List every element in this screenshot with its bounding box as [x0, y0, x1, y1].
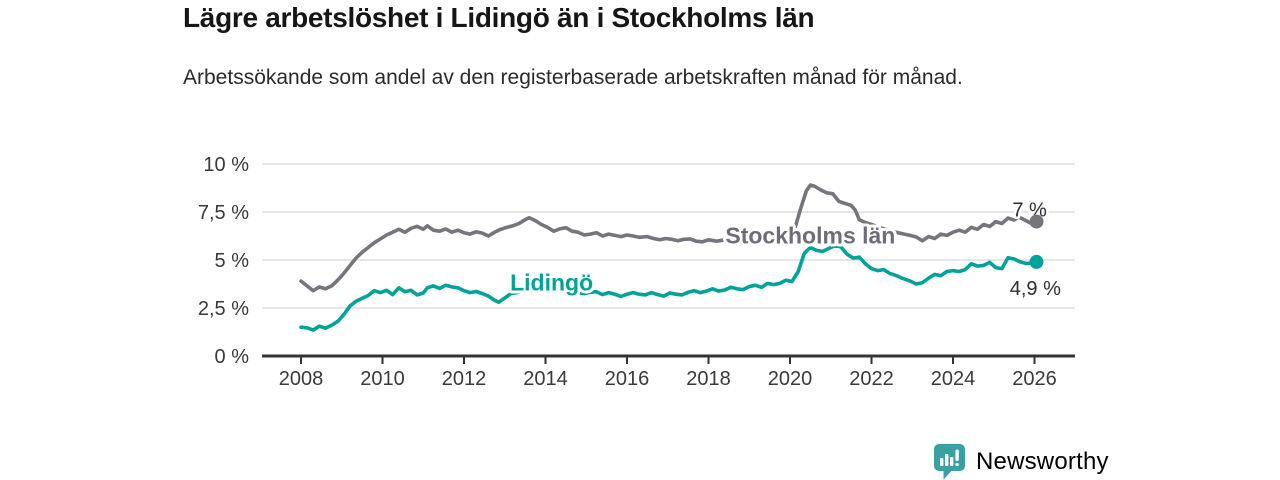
newsworthy-logo-icon	[934, 444, 965, 480]
series-line-stockholms-lan	[299, 183, 1039, 293]
newsworthy-brand: Newsworthy	[932, 443, 1109, 480]
newsworthy-wordmark: Newsworthy	[976, 447, 1109, 475]
bar-1	[940, 458, 944, 466]
end-dot-stockholms-lan	[1029, 214, 1044, 229]
line-chart: 0 % 2,5 % 5 % 7,5 % 10 % 2008 2010 2012 2014 2016…	[198, 154, 1075, 390]
x-tick-label: 2018	[686, 368, 731, 390]
end-value-label-lidingo: 4,9 %	[1010, 278, 1061, 300]
chart-subtitle: Arbetssökande som andel av den registerb…	[183, 66, 963, 89]
series-line-lidingo	[299, 243, 1039, 332]
x-tick-label: 2014	[523, 368, 568, 390]
x-tick-label: 2022	[849, 368, 894, 390]
speech-bubble-shape	[934, 444, 965, 480]
series-label-lidingo: Lidingö	[510, 270, 593, 296]
x-tick-label: 2012	[442, 368, 487, 390]
y-tick-label: 2,5 %	[198, 298, 249, 320]
x-tick-label: 2010	[360, 368, 405, 390]
y-tick-label: 7,5 %	[198, 202, 249, 224]
bar-2	[945, 454, 949, 466]
x-tick-label: 2020	[768, 368, 813, 390]
x-tick-label: 2024	[931, 368, 976, 390]
exclamation-bar	[955, 449, 959, 461]
end-dot-lidingo	[1029, 254, 1044, 269]
bar-3	[950, 457, 954, 466]
chart-title: Lägre arbetslöshet i Lidingö än i Stockh…	[183, 2, 815, 33]
x-tick-label: 2008	[279, 368, 324, 390]
series-label-stockholms-lan: Stockholms län	[725, 222, 895, 248]
exclamation-dot	[955, 463, 959, 466]
y-tick-label: 0 %	[215, 346, 250, 368]
y-tick-label: 5 %	[215, 250, 250, 272]
x-tick-label: 2016	[605, 368, 650, 390]
y-tick-label: 10 %	[203, 154, 249, 176]
chart-area: 0 % 2,5 % 5 % 7,5 % 10 % 2008 2010 2012 2014 2016…	[180, 148, 1100, 403]
x-tick-label: 2026	[1012, 368, 1057, 390]
